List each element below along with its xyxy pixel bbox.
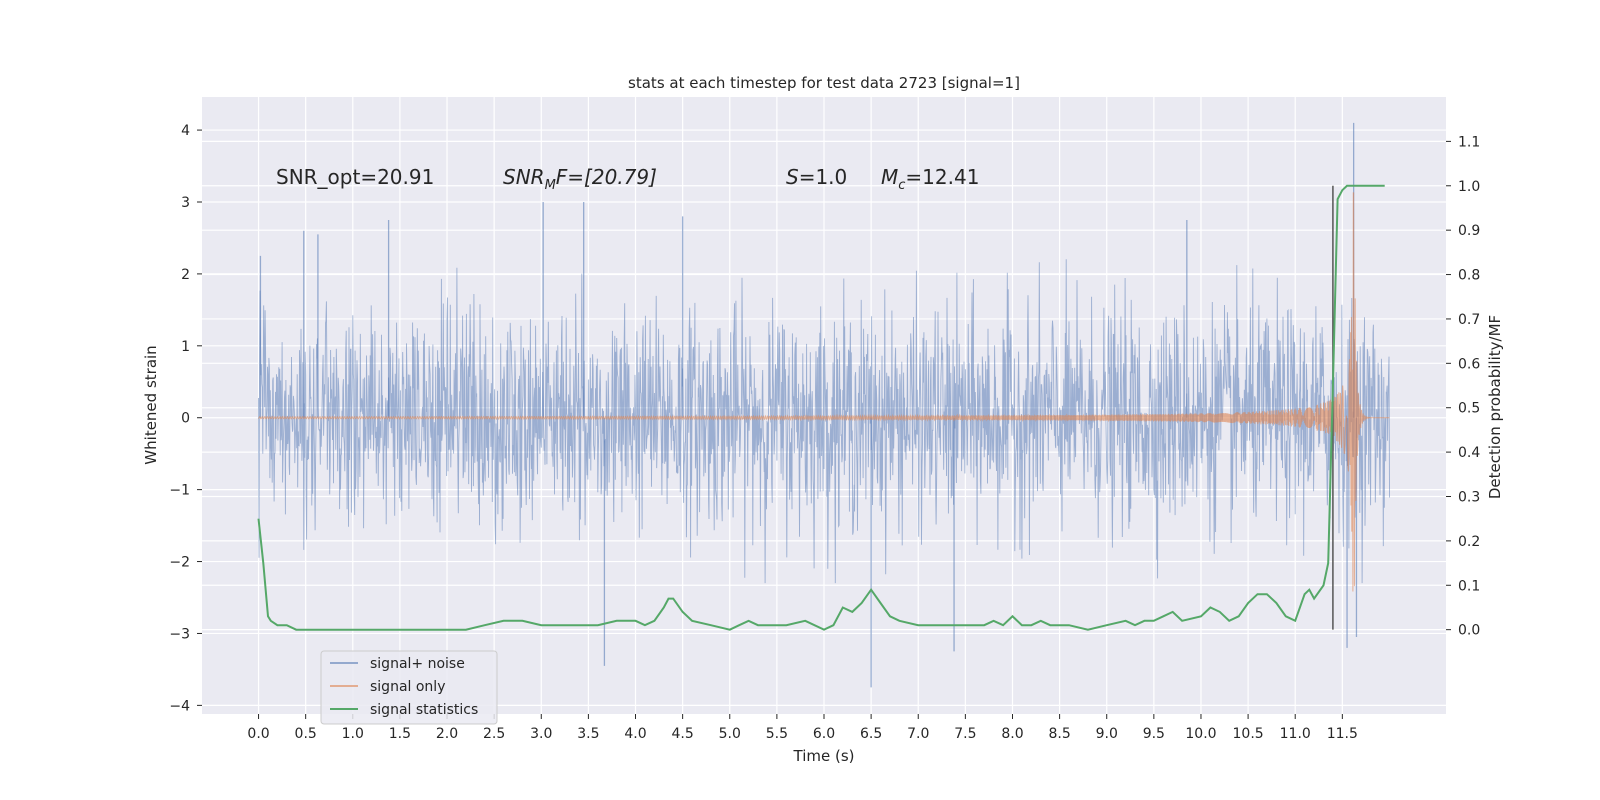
x-tick-label: 8.0 [1001, 726, 1023, 742]
x-tick-label: 2.5 [483, 726, 505, 742]
y-tick-label: −3 [169, 626, 190, 642]
legend: signal+ noise signal only signal statist… [320, 650, 498, 725]
annotation-mc-sub: c [898, 178, 905, 193]
y-tick-label: −4 [169, 698, 190, 714]
x-tick-label: 6.5 [860, 726, 882, 742]
x-tick-label: 9.0 [1096, 726, 1118, 742]
y2-tick-label: 0.4 [1458, 445, 1480, 461]
x-tick-label: 3.0 [530, 726, 552, 742]
annotation-snr-mf-base: SNR [503, 165, 545, 189]
y2-tick-label: 1.1 [1458, 134, 1480, 150]
x-tick-label: 4.0 [624, 726, 646, 742]
x-tick-label: 0.0 [247, 726, 269, 742]
x-tick-label: 1.0 [342, 726, 364, 742]
x-tick-label: 7.0 [907, 726, 929, 742]
annotation-s-value: =1.0 [799, 165, 848, 189]
legend-label-signal-statistics: signal statistics [370, 702, 478, 718]
signal-only-line [258, 192, 1390, 592]
legend-frame [320, 650, 498, 725]
y-tick-label: 3 [181, 195, 190, 211]
y2-tick-label: 0.7 [1458, 312, 1480, 328]
legend-label-signal-noise: signal+ noise [370, 656, 465, 672]
x-tick-label: 7.5 [954, 726, 976, 742]
y2-tick-label: 0.5 [1458, 401, 1480, 417]
x-tick-label: 2.0 [436, 726, 458, 742]
y2-tick-label: 0.1 [1458, 578, 1480, 594]
signal-noise-line [258, 259, 1390, 584]
annotation-snr-mf-f: F=[20.79] [556, 165, 657, 189]
y2-tick-label: 0.2 [1458, 534, 1480, 550]
y2-axis-label: Detection probability/MF [1486, 315, 1504, 499]
y2-tick-label: 0.8 [1458, 268, 1480, 284]
x-tick-label: 5.0 [719, 726, 741, 742]
y2-tick-label: 0.3 [1458, 489, 1480, 505]
y2-tick-label: 1.0 [1458, 179, 1480, 195]
y-tick-label: 4 [181, 123, 190, 139]
annotation-snr-mf-sub: M [545, 178, 556, 193]
x-tick-label: 0.5 [295, 726, 317, 742]
y-tick-label: 0 [181, 411, 190, 427]
y-tick-label: 1 [181, 339, 190, 355]
annotation-mc: Mc=12.41 [881, 165, 979, 193]
x-tick-label: 4.5 [672, 726, 694, 742]
annotation-mc-value: =12.41 [905, 165, 979, 189]
y-tick-label: −1 [169, 483, 190, 499]
x-axis-ticks: 0.0 0.5 1.0 1.5 2.0 2.5 3.0 3.5 4.0 4.5 5.0 5.5 6.0 6… [247, 714, 1358, 742]
y-tick-label: −2 [169, 555, 190, 571]
legend-label-signal-only: signal only [370, 679, 445, 695]
y-axis-label: Whitened strain [142, 345, 160, 464]
x-tick-label: 10.0 [1185, 726, 1216, 742]
x-tick-label: 11.0 [1280, 726, 1311, 742]
signal-statistics-series [257, 184, 1385, 631]
y2-axis-ticks: 0.0 0.1 0.2 0.3 0.4 0.5 0.6 0.7 0.8 0.9 1.0 1.1 [1446, 134, 1480, 639]
y-tick-label: 2 [181, 267, 190, 283]
x-axis-label: Time (s) [793, 747, 855, 765]
x-tick-label: 1.5 [389, 726, 411, 742]
chart-title: stats at each timestep for test data 272… [628, 74, 1020, 92]
x-tick-label: 10.5 [1233, 726, 1264, 742]
annotations: SNR_opt=20.91 SNRMF=[20.79] S=1.0 Mc=12.… [276, 165, 979, 193]
y2-tick-label: 0.9 [1458, 223, 1480, 239]
x-tick-label: 11.5 [1327, 726, 1358, 742]
x-tick-label: 5.5 [766, 726, 788, 742]
y-axis-ticks: −4 −3 −2 −1 0 1 2 3 4 [169, 123, 202, 714]
annotation-s-symbol: S [786, 165, 799, 189]
annotation-s: S=1.0 [786, 165, 847, 189]
signal-only-series [258, 192, 1390, 592]
annotation-snr-opt: SNR_opt=20.91 [276, 165, 434, 189]
x-tick-label: 6.0 [813, 726, 835, 742]
x-tick-label: 3.5 [577, 726, 599, 742]
x-tick-label: 8.5 [1048, 726, 1070, 742]
signal-statistics-line [257, 184, 1385, 631]
x-tick-label: 9.5 [1143, 726, 1165, 742]
annotation-mc-symbol: M [881, 165, 898, 189]
y2-tick-label: 0.0 [1458, 623, 1480, 639]
annotation-snr-mf: SNRMF=[20.79] [503, 165, 657, 193]
y2-tick-label: 0.6 [1458, 356, 1480, 372]
